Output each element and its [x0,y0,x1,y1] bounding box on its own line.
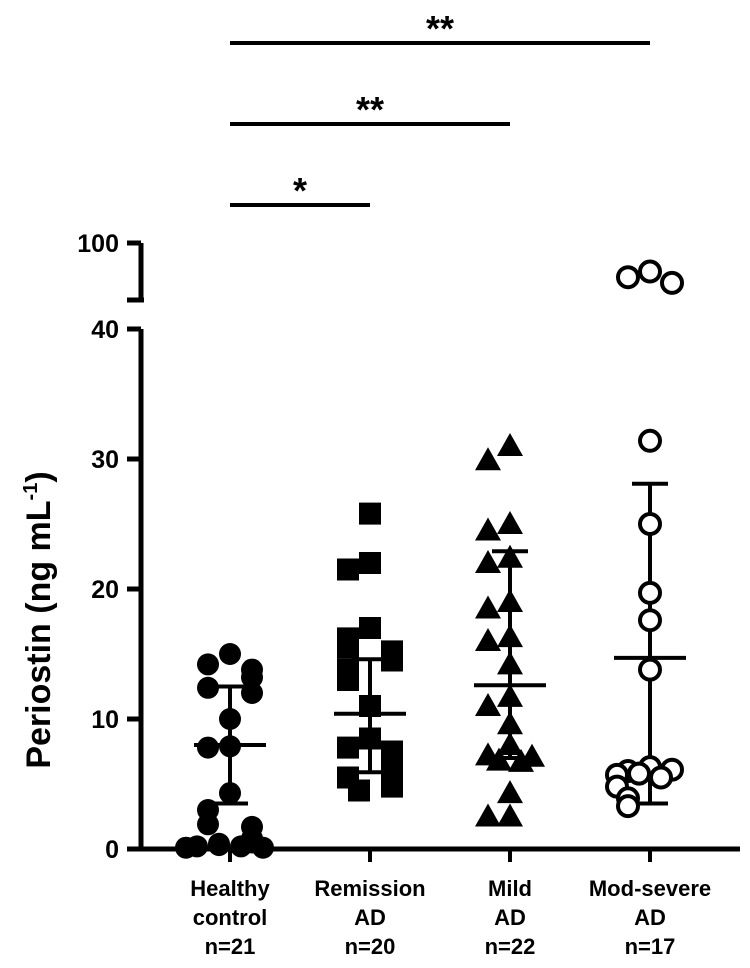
point-mild-ad [497,780,523,804]
point-healthy-control [219,708,241,730]
point-remission-ad [348,779,370,802]
significance-bars: ***** [230,8,650,211]
category-label-line: Mild [488,876,532,901]
y-axis-title-superscript: -1 [20,483,42,501]
point-healthy-control [197,653,219,676]
point-healthy-control [241,682,263,704]
point-mild-ad [497,711,523,735]
point-mild-ad [475,517,501,541]
point-healthy-control [219,782,241,805]
point-healthy-control [230,835,252,858]
y-tick-label-upper: 100 [77,230,119,258]
point-mild-ad [486,747,512,771]
point-healthy-control [197,813,219,836]
point-mild-ad [475,693,501,716]
y-axis-title-main: Periostin (ng mL [20,500,58,768]
point-remission-ad [359,617,381,639]
significance-label: ** [426,8,454,49]
point-mod-severe-ad [616,794,640,819]
category-label-line: AD [494,905,526,930]
category-label-line: n=22 [485,934,536,959]
category-label-line: AD [634,905,666,930]
point-mild-ad [497,624,523,648]
category-label: Mod-severe AD n=17 [589,876,711,959]
y-tick-label: 0 [105,836,119,864]
point-mild-ad [497,683,523,707]
y-tick-label: 20 [91,576,119,604]
category-labels: Healthy control n=21 Remission AD n=20 Mild AD n… [190,876,711,959]
point-mild-ad [497,803,523,827]
point-mild-ad [475,447,501,471]
point-remission-ad [359,552,381,574]
category-label-line: n=17 [625,934,676,959]
point-healthy-control [197,676,219,699]
point-remission-ad [337,669,359,691]
category-label: Remission AD n=20 [314,876,425,959]
category-label-line: Mod-severe [589,876,711,901]
point-mod-severe-ad [638,428,662,453]
point-mod-severe-ad [638,512,662,536]
point-mild-ad [475,550,501,573]
point-healthy-control [219,643,241,665]
point-healthy-control [197,736,219,759]
category-label-line: n=21 [205,934,256,959]
point-remission-ad [337,736,359,759]
point-healthy-control [252,836,274,859]
point-mod-severe-ad [638,259,662,284]
point-mild-ad [497,589,523,612]
y-tick-label: 10 [91,706,119,734]
y-tick-label: 40 [91,316,119,344]
y-axis-title: Periostin (ng mL-1) [20,471,58,768]
point-mild-ad [497,651,523,675]
y-tick-label: 30 [91,446,119,474]
significance-label: ** [356,89,384,130]
point-mod-severe-ad [616,265,640,290]
category-label: Mild AD n=22 [485,876,536,959]
point-healthy-control [175,836,197,859]
point-mild-ad [475,803,501,827]
y-axis-title-close: ) [20,471,58,482]
category-label-line: n=20 [345,934,396,959]
point-remission-ad [359,727,381,750]
point-mild-ad [497,433,523,456]
category-label-line: Remission [314,876,425,901]
point-mod-severe-ad [638,608,662,633]
point-mild-ad [497,732,523,755]
data-points [175,259,686,859]
significance-label: * [293,170,307,211]
category-label-line: Healthy [190,876,270,901]
point-remission-ad [359,695,381,717]
category-label: Healthy control n=21 [190,876,270,959]
point-mild-ad [497,511,523,534]
point-remission-ad [337,636,359,659]
point-mod-severe-ad [660,270,684,295]
point-mod-severe-ad [627,761,651,786]
point-remission-ad [381,775,403,798]
point-healthy-control [241,666,263,689]
point-mild-ad [475,628,501,651]
point-mild-ad [508,748,534,772]
point-mod-severe-ad [638,657,662,682]
point-mod-severe-ad [638,580,662,605]
y-axis-ticks: 0 10 20 30 40 100 [77,230,141,864]
point-mild-ad [475,595,501,619]
point-mild-ad [497,544,523,568]
point-mod-severe-ad [649,765,673,790]
point-remission-ad [337,558,359,581]
point-remission-ad [381,649,403,672]
point-healthy-control [208,834,230,857]
point-remission-ad [359,502,381,525]
category-label-line: control [193,905,268,930]
error-bars [212,481,668,806]
category-label-line: AD [354,905,386,930]
